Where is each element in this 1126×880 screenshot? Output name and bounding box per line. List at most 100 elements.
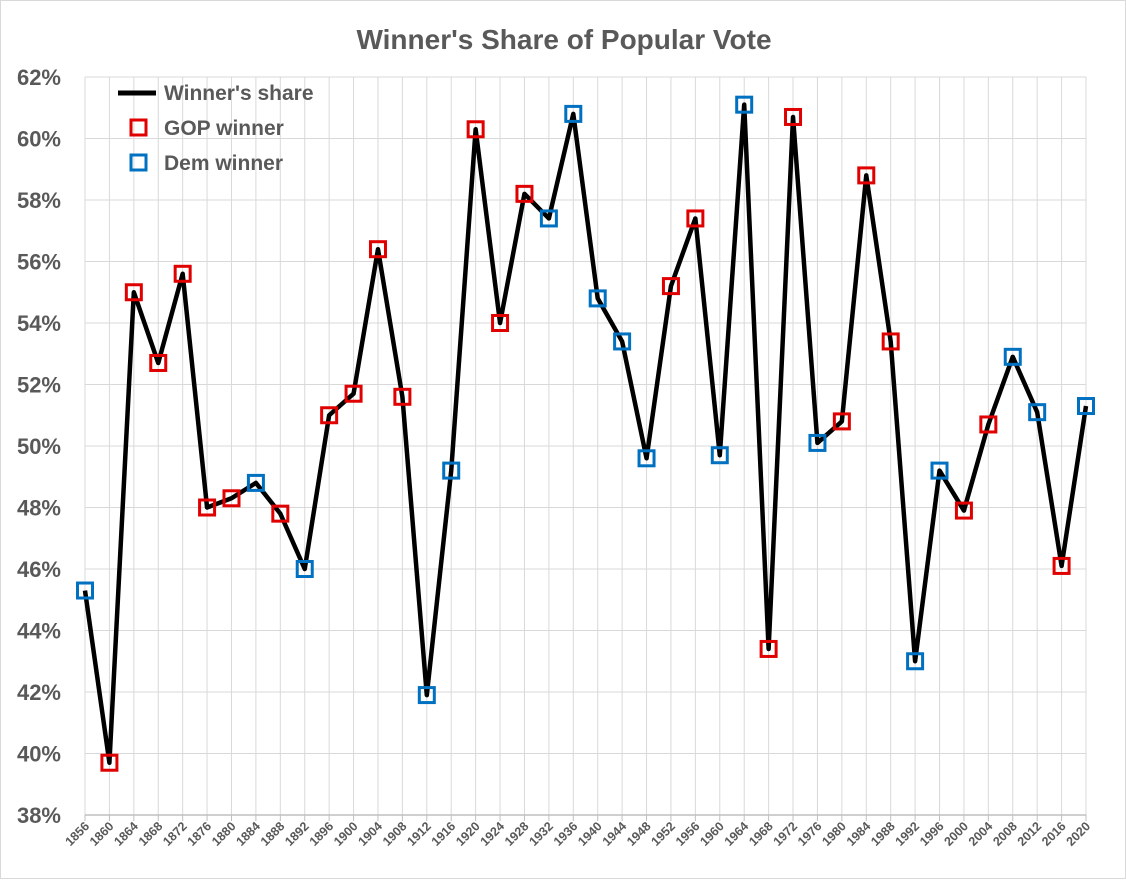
x-tick-label: 1868: [136, 819, 166, 849]
gop-winner-marker: [198, 498, 217, 517]
x-tick-label: 1964: [722, 819, 752, 849]
legend-label-gop-winner: GOP winner: [164, 117, 284, 140]
x-tick-label: 1884: [233, 819, 263, 849]
axes: [84, 814, 1087, 821]
x-tick-label: 1988: [868, 819, 898, 849]
x-tick-label: 2004: [966, 819, 996, 849]
gop-winner-marker: [979, 415, 998, 434]
dem-winner-marker: [735, 95, 754, 114]
y-tick-label: 50%: [17, 434, 61, 459]
dem-winner-marker: [906, 652, 925, 671]
x-tick-label: 2008: [990, 819, 1020, 849]
x-tick-label: 1864: [111, 819, 141, 849]
dem-winner-marker: [613, 332, 632, 351]
y-tick-label: 52%: [17, 373, 61, 398]
x-tick-label: 1904: [356, 819, 386, 849]
x-tick-label: 1968: [746, 819, 776, 849]
x-tick-label: 1896: [307, 819, 337, 849]
series-line: [82, 102, 1089, 765]
x-tick-label: 1892: [282, 819, 312, 849]
legend-label-winners-share: Winner's share: [164, 82, 314, 105]
gop-winner-marker: [271, 504, 290, 523]
gop-winner-marker: [466, 120, 485, 139]
dem-winner-marker: [710, 446, 729, 465]
y-tick-label: 40%: [17, 742, 61, 767]
chart-title: Winner's Share of Popular Vote: [356, 24, 771, 55]
dem-winner-marker: [417, 686, 436, 705]
gop-winner-marker: [1052, 556, 1071, 575]
x-tick-label: 1940: [575, 819, 605, 849]
y-tick-label: 54%: [17, 311, 61, 336]
y-tick-label: 48%: [17, 496, 61, 521]
legend-label-dem-winner: Dem winner: [164, 152, 283, 175]
dem-winner-marker: [930, 461, 949, 480]
gop-winner-marker: [661, 277, 680, 296]
dem-winner-marker: [808, 433, 827, 452]
x-tick-label: 1976: [795, 819, 825, 849]
gop-winner-marker: [832, 412, 851, 431]
y-axis-tick-labels: 38% 40% 42% 44% 46% 48% 50% 52% 54% 56% 58% 60% 62%: [17, 65, 61, 828]
legend-swatch-gop: [129, 118, 148, 137]
dem-winner-marker: [246, 473, 265, 492]
x-tick-label: 1948: [624, 819, 654, 849]
dem-winner-marker: [1077, 397, 1095, 416]
x-tick-label: 1996: [917, 819, 947, 849]
y-tick-label: 58%: [17, 188, 61, 213]
x-tick-label: 1920: [453, 819, 483, 849]
x-tick-label: 2000: [941, 819, 971, 849]
gop-winner-marker: [149, 353, 168, 372]
gop-winner-marker: [954, 501, 973, 520]
x-tick-label: 1932: [526, 819, 556, 849]
dem-winner-marker: [588, 289, 607, 308]
x-tick-label: 1880: [209, 819, 239, 849]
x-tick-label: 1912: [404, 819, 434, 849]
gop-winner-marker: [686, 209, 705, 228]
x-tick-label: 1980: [819, 819, 849, 849]
gop-winner-marker: [222, 489, 241, 508]
y-tick-label: 38%: [17, 803, 61, 828]
gop-winner-marker: [320, 406, 339, 425]
x-tick-label: 1888: [258, 819, 288, 849]
y-tick-label: 42%: [17, 680, 61, 705]
dem-winner-marker: [637, 449, 656, 468]
gop-winner-marker: [515, 184, 534, 203]
x-axis-tick-labels: 1856186018641868187218761880188418881892…: [63, 819, 1094, 849]
gop-winner-marker: [881, 332, 900, 351]
x-tick-label: 1984: [844, 819, 874, 849]
x-tick-label: 2012: [1015, 819, 1045, 849]
y-tick-label: 46%: [17, 557, 61, 582]
dem-winner-marker: [295, 560, 314, 578]
series-winners-share: [82, 102, 1089, 765]
y-tick-label: 60%: [17, 127, 61, 152]
x-tick-label: 1876: [185, 819, 215, 849]
x-tick-label: 1960: [697, 819, 727, 849]
x-tick-label: 1992: [893, 819, 923, 849]
x-tick-label: 1860: [87, 819, 117, 849]
y-tick-label: 44%: [17, 619, 61, 644]
x-tick-label: 1928: [502, 819, 532, 849]
gop-winner-marker: [368, 240, 387, 259]
x-tick-label: 1952: [649, 819, 679, 849]
dem-winner-marker: [1003, 347, 1022, 366]
gop-winner-marker: [124, 283, 143, 302]
gop-winner-marker: [491, 314, 510, 332]
x-tick-label: 1872: [160, 819, 190, 849]
gop-winner-marker: [857, 166, 876, 185]
x-tick-label: 1916: [429, 819, 459, 849]
y-tick-label: 56%: [17, 250, 61, 275]
gop-winner-marker: [393, 387, 412, 406]
legend-swatch-dem: [129, 153, 148, 172]
x-tick-label: 1856: [63, 819, 93, 849]
dem-winner-marker: [539, 209, 558, 228]
gop-winner-marker: [100, 753, 119, 772]
dem-winner-marker: [76, 581, 94, 600]
gop-winner-marker: [173, 264, 192, 283]
dem-winner-marker: [1028, 403, 1047, 422]
x-tick-label: 1972: [771, 819, 801, 849]
dem-winner-marker: [442, 461, 461, 480]
dem-winner-marker: [564, 104, 583, 123]
gop-winner-marker: [344, 384, 363, 403]
legend: Winner's share GOP winner Dem winner: [118, 82, 314, 175]
y-tick-label: 62%: [17, 65, 61, 90]
